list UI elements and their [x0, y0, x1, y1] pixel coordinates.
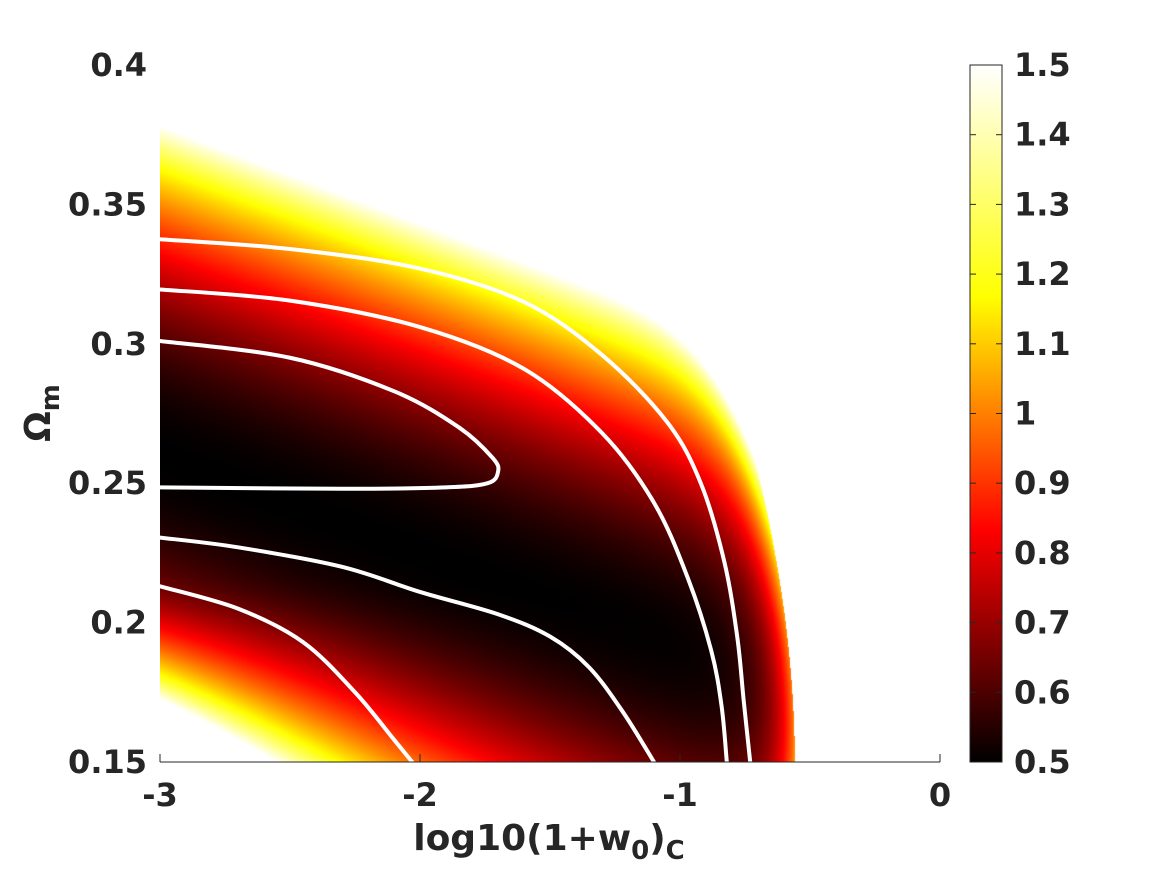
colorbar-tick-label: 1.3 — [1014, 185, 1071, 223]
x-tick-label: -2 — [402, 776, 438, 814]
heatmap-foreign — [160, 65, 940, 762]
y-tick-label: 0.2 — [90, 604, 147, 642]
colorbar-tick-label: 1.1 — [1014, 325, 1071, 363]
colorbar-tick-label: 1.2 — [1014, 255, 1071, 293]
contour-line-middle-lower — [160, 535, 656, 762]
y-tick-label: 0.15 — [68, 743, 147, 781]
y-axis-label: Ωm — [18, 384, 66, 442]
y-tick-labels: 0.15 0.2 0.25 0.3 0.35 0.4 — [68, 46, 147, 781]
colorbar-tick-label: 0.9 — [1014, 464, 1071, 502]
y-tick-label: 0.35 — [68, 185, 147, 223]
colorbar-tick-label: 0.8 — [1014, 534, 1071, 572]
colorbar-tick-label: 1.4 — [1014, 116, 1071, 154]
colorbar-tick-label: 1.5 — [1014, 46, 1071, 84]
x-axis-label: log10(1+w0)C — [413, 818, 685, 866]
heatmap-canvas — [160, 65, 940, 762]
x-tick-labels: -3 -2 -1 0 — [142, 754, 951, 814]
colorbar-ticks: 0.5 0.6 0.7 0.8 0.9 1 1.1 1.2 1.3 1.4 1.5 — [970, 46, 1071, 781]
y-tick-label: 0.25 — [68, 464, 147, 502]
contour-lines — [160, 237, 753, 762]
colorbar-tick-label: 0.6 — [1014, 673, 1071, 711]
contour-line-outer-upper — [160, 237, 753, 762]
x-tick-label: 0 — [929, 776, 951, 814]
colorbar: 0.5 0.6 0.7 0.8 0.9 1 1.1 1.2 1.3 1.4 1.5 — [969, 46, 1071, 781]
contour-line-middle-upper — [160, 287, 729, 762]
y-tick-label: 0.3 — [90, 325, 147, 363]
colorbar-tick-label: 0.7 — [1014, 604, 1071, 642]
colorbar-tick-label: 1 — [1014, 395, 1036, 433]
contour-line-inner — [160, 339, 501, 491]
x-tick-label: -1 — [662, 776, 698, 814]
x-tick-label: -3 — [142, 776, 178, 814]
y-tick-label: 0.4 — [90, 46, 147, 84]
contour-line-outer-lower — [160, 584, 415, 762]
colorbar-tick-label: 0.5 — [1014, 743, 1071, 781]
plot-area — [160, 65, 940, 763]
